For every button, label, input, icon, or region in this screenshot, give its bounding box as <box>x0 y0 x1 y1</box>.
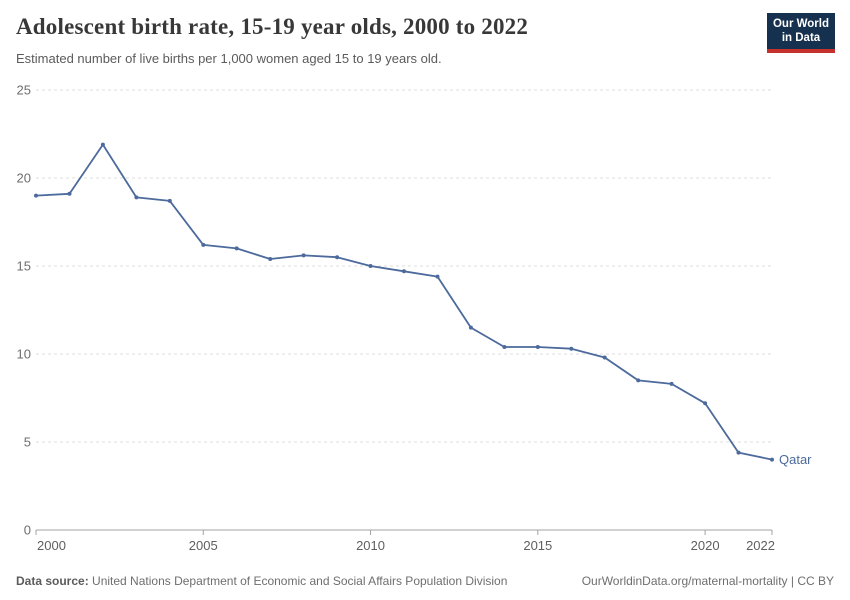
data-point-2010 <box>368 264 373 268</box>
data-point-2016 <box>569 346 574 351</box>
data-point-2020 <box>703 401 708 406</box>
data-source-note: Data source: United Nations Department o… <box>16 574 507 588</box>
data-source-label: Data source: <box>16 574 89 588</box>
y-tick-label-25: 25 <box>17 83 31 98</box>
data-point-2021 <box>736 450 741 455</box>
data-point-2018 <box>636 378 641 383</box>
data-point-2022 <box>770 457 774 462</box>
chart-footer: Data source: United Nations Department o… <box>16 574 834 588</box>
data-point-2017 <box>602 355 607 360</box>
y-tick-label-0: 0 <box>24 523 31 538</box>
data-point-2004 <box>167 198 172 203</box>
x-tick-label-2000: 2000 <box>37 538 66 553</box>
attribution-link[interactable]: OurWorldinData.org/maternal-mortality | … <box>581 574 834 588</box>
data-point-2008 <box>301 253 306 258</box>
data-point-2001 <box>67 191 72 196</box>
page-title: Adolescent birth rate, 15-19 year olds, … <box>16 14 529 39</box>
chart-subtitle: Estimated number of live births per 1,00… <box>16 51 442 66</box>
x-tick-label-2010: 2010 <box>356 538 385 553</box>
x-tick-label-2015: 2015 <box>523 538 552 553</box>
data-point-2011 <box>402 269 406 274</box>
y-tick-label-10: 10 <box>17 347 31 362</box>
series-end-label[interactable]: Qatar <box>779 452 812 467</box>
data-point-2019 <box>669 381 674 386</box>
data-source-text: United Nations Department of Economic an… <box>88 574 508 588</box>
data-point-2014 <box>502 345 507 349</box>
data-point-2007 <box>268 257 273 261</box>
data-point-2006 <box>234 246 239 251</box>
y-tick-label-15: 15 <box>17 259 31 274</box>
data-point-2015 <box>535 345 540 349</box>
y-tick-label-5: 5 <box>24 435 31 450</box>
data-point-2009 <box>335 255 340 260</box>
x-tick-label-2020: 2020 <box>691 538 720 553</box>
owid-logo: Our World in Data <box>767 13 835 53</box>
data-point-2013 <box>468 325 473 330</box>
data-point-2003 <box>134 195 139 200</box>
data-point-2002 <box>100 142 105 147</box>
x-tick-label-2005: 2005 <box>189 538 218 553</box>
owid-logo-line2: in Data <box>781 32 821 44</box>
y-tick-label-20: 20 <box>17 171 31 186</box>
data-point-2000 <box>34 193 38 198</box>
data-point-2005 <box>201 242 206 247</box>
owid-logo-line1: Our World <box>772 17 829 30</box>
data-point-2012 <box>435 274 440 279</box>
series-line-qatar <box>35 143 773 461</box>
x-tick-label-2022: 2022 <box>746 538 775 553</box>
